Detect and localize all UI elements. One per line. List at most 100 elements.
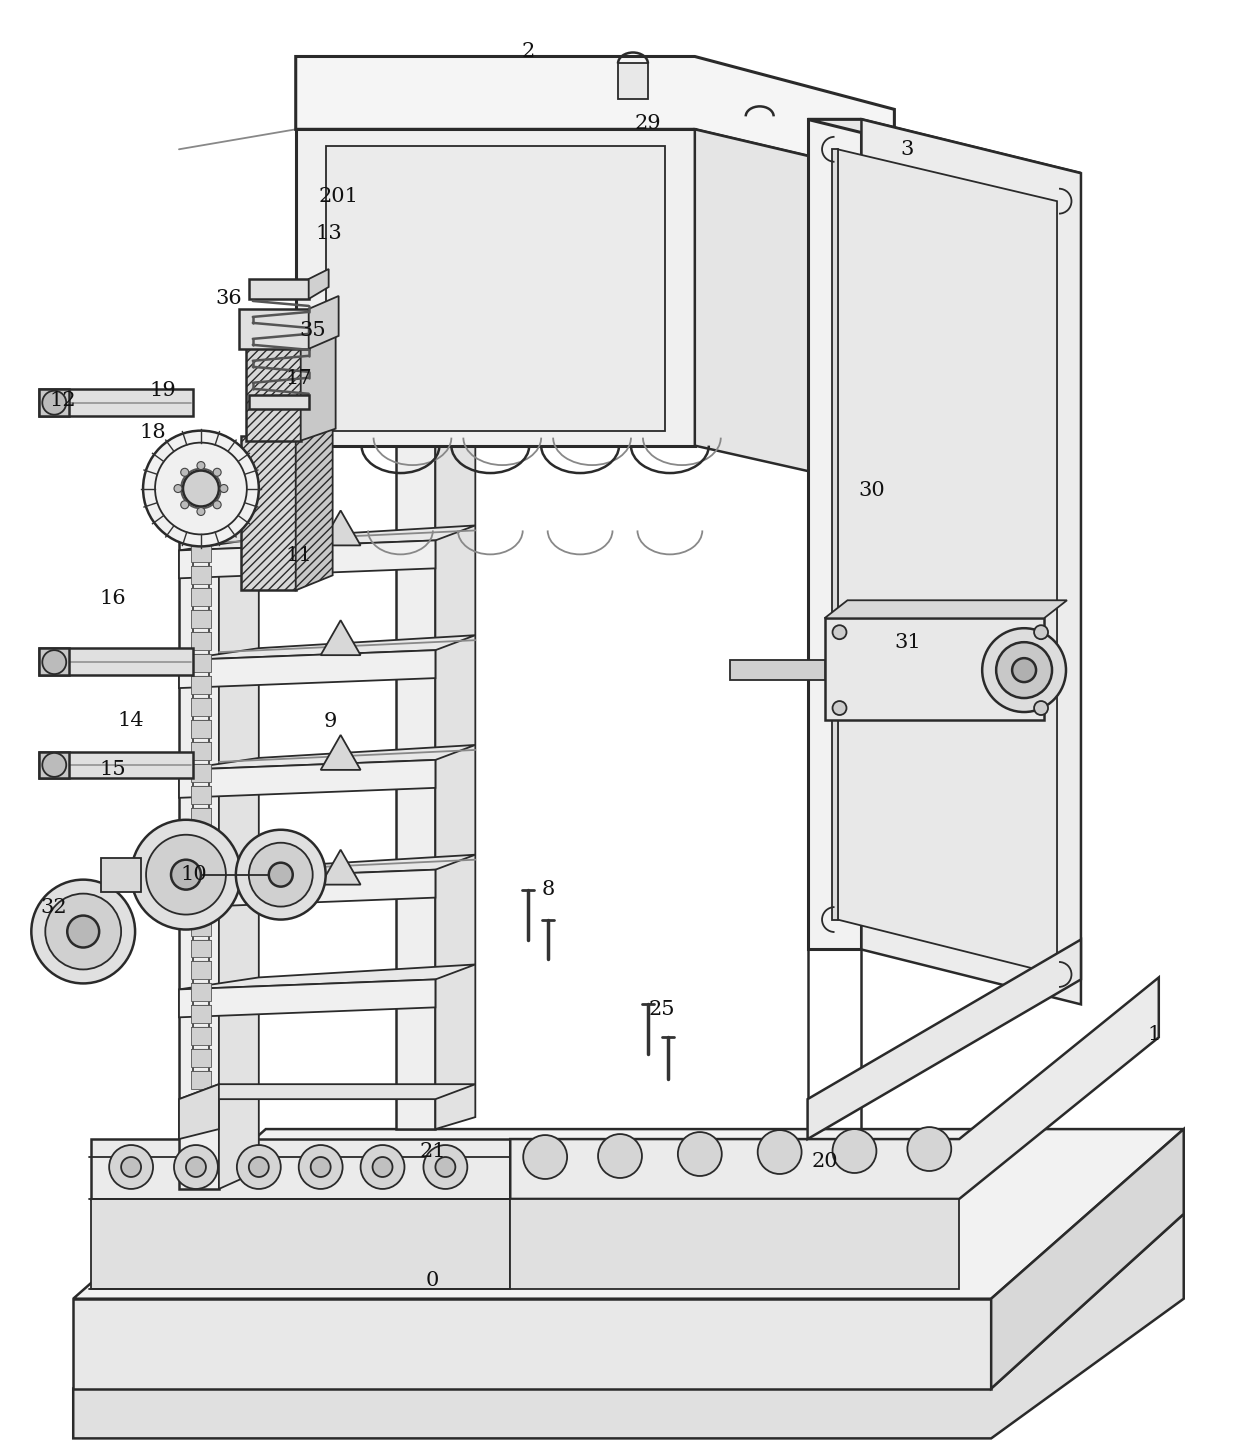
- Text: 8: 8: [542, 881, 554, 900]
- Circle shape: [832, 1129, 877, 1173]
- Text: 11: 11: [285, 546, 312, 565]
- Circle shape: [237, 1145, 280, 1188]
- Text: 1: 1: [1147, 1025, 1161, 1044]
- Circle shape: [832, 700, 847, 715]
- Polygon shape: [179, 1084, 475, 1099]
- Bar: [191, 764, 211, 781]
- Circle shape: [758, 1131, 801, 1174]
- Text: 31: 31: [894, 632, 921, 651]
- Polygon shape: [301, 334, 336, 440]
- Bar: [191, 676, 211, 695]
- Text: 10: 10: [181, 865, 207, 884]
- Text: 30: 30: [858, 481, 885, 500]
- Polygon shape: [321, 849, 361, 885]
- Polygon shape: [832, 149, 837, 920]
- Bar: [191, 721, 211, 738]
- Bar: [191, 786, 211, 804]
- Polygon shape: [40, 388, 69, 416]
- Bar: [191, 962, 211, 979]
- Text: 35: 35: [299, 322, 326, 341]
- Polygon shape: [321, 735, 361, 770]
- Polygon shape: [694, 130, 894, 491]
- Circle shape: [197, 507, 205, 516]
- Polygon shape: [73, 1298, 991, 1389]
- Polygon shape: [249, 279, 309, 299]
- Circle shape: [122, 1157, 141, 1177]
- Bar: [191, 742, 211, 760]
- Polygon shape: [618, 64, 649, 100]
- Polygon shape: [295, 130, 694, 446]
- Circle shape: [311, 1157, 331, 1177]
- Polygon shape: [102, 858, 141, 891]
- Bar: [191, 611, 211, 628]
- Circle shape: [299, 1145, 342, 1188]
- Text: 13: 13: [315, 224, 342, 243]
- Polygon shape: [295, 56, 894, 176]
- Circle shape: [67, 915, 99, 947]
- Polygon shape: [991, 1129, 1184, 1389]
- Text: 32: 32: [40, 898, 67, 917]
- Circle shape: [42, 650, 66, 674]
- Polygon shape: [807, 120, 1081, 173]
- Polygon shape: [396, 429, 435, 1129]
- Polygon shape: [40, 752, 69, 778]
- Bar: [191, 697, 211, 716]
- Text: 12: 12: [50, 391, 77, 410]
- Circle shape: [1034, 700, 1048, 715]
- Polygon shape: [309, 296, 339, 349]
- Circle shape: [996, 643, 1052, 697]
- Polygon shape: [239, 309, 309, 349]
- Text: 18: 18: [140, 423, 166, 442]
- Polygon shape: [807, 940, 1081, 1139]
- Circle shape: [171, 859, 201, 890]
- Bar: [191, 1050, 211, 1067]
- Polygon shape: [73, 1214, 1184, 1438]
- Circle shape: [435, 1157, 455, 1177]
- Circle shape: [269, 862, 293, 887]
- Text: 20: 20: [811, 1151, 838, 1171]
- Polygon shape: [40, 752, 193, 778]
- Circle shape: [213, 468, 221, 477]
- Bar: [191, 874, 211, 891]
- Polygon shape: [837, 149, 1056, 975]
- Circle shape: [184, 471, 219, 507]
- Circle shape: [143, 430, 259, 546]
- Circle shape: [361, 1145, 404, 1188]
- Circle shape: [598, 1134, 642, 1178]
- Polygon shape: [179, 869, 435, 908]
- Polygon shape: [92, 1199, 510, 1288]
- Polygon shape: [326, 146, 665, 430]
- Text: 17: 17: [285, 370, 312, 388]
- Polygon shape: [295, 420, 332, 591]
- Bar: [191, 632, 211, 650]
- Text: 16: 16: [100, 589, 126, 608]
- Circle shape: [832, 625, 847, 640]
- Circle shape: [249, 1157, 269, 1177]
- Circle shape: [982, 628, 1066, 712]
- Circle shape: [42, 752, 66, 777]
- Bar: [191, 1005, 211, 1024]
- Polygon shape: [510, 978, 1159, 1199]
- Polygon shape: [92, 1139, 510, 1199]
- Bar: [191, 895, 211, 914]
- Text: 2: 2: [522, 42, 534, 61]
- Polygon shape: [179, 855, 475, 879]
- Circle shape: [46, 894, 122, 969]
- Polygon shape: [730, 660, 825, 680]
- Text: 9: 9: [324, 712, 337, 732]
- Polygon shape: [179, 526, 475, 550]
- Text: 3: 3: [900, 140, 914, 159]
- Polygon shape: [807, 120, 862, 950]
- Bar: [191, 654, 211, 671]
- Polygon shape: [40, 648, 69, 676]
- Polygon shape: [241, 436, 295, 591]
- Circle shape: [146, 835, 226, 914]
- Bar: [191, 852, 211, 869]
- Circle shape: [31, 879, 135, 983]
- Polygon shape: [862, 120, 1081, 1005]
- Polygon shape: [309, 269, 329, 299]
- Bar: [191, 830, 211, 848]
- Text: 0: 0: [425, 1271, 439, 1291]
- Circle shape: [197, 462, 205, 469]
- Circle shape: [908, 1128, 951, 1171]
